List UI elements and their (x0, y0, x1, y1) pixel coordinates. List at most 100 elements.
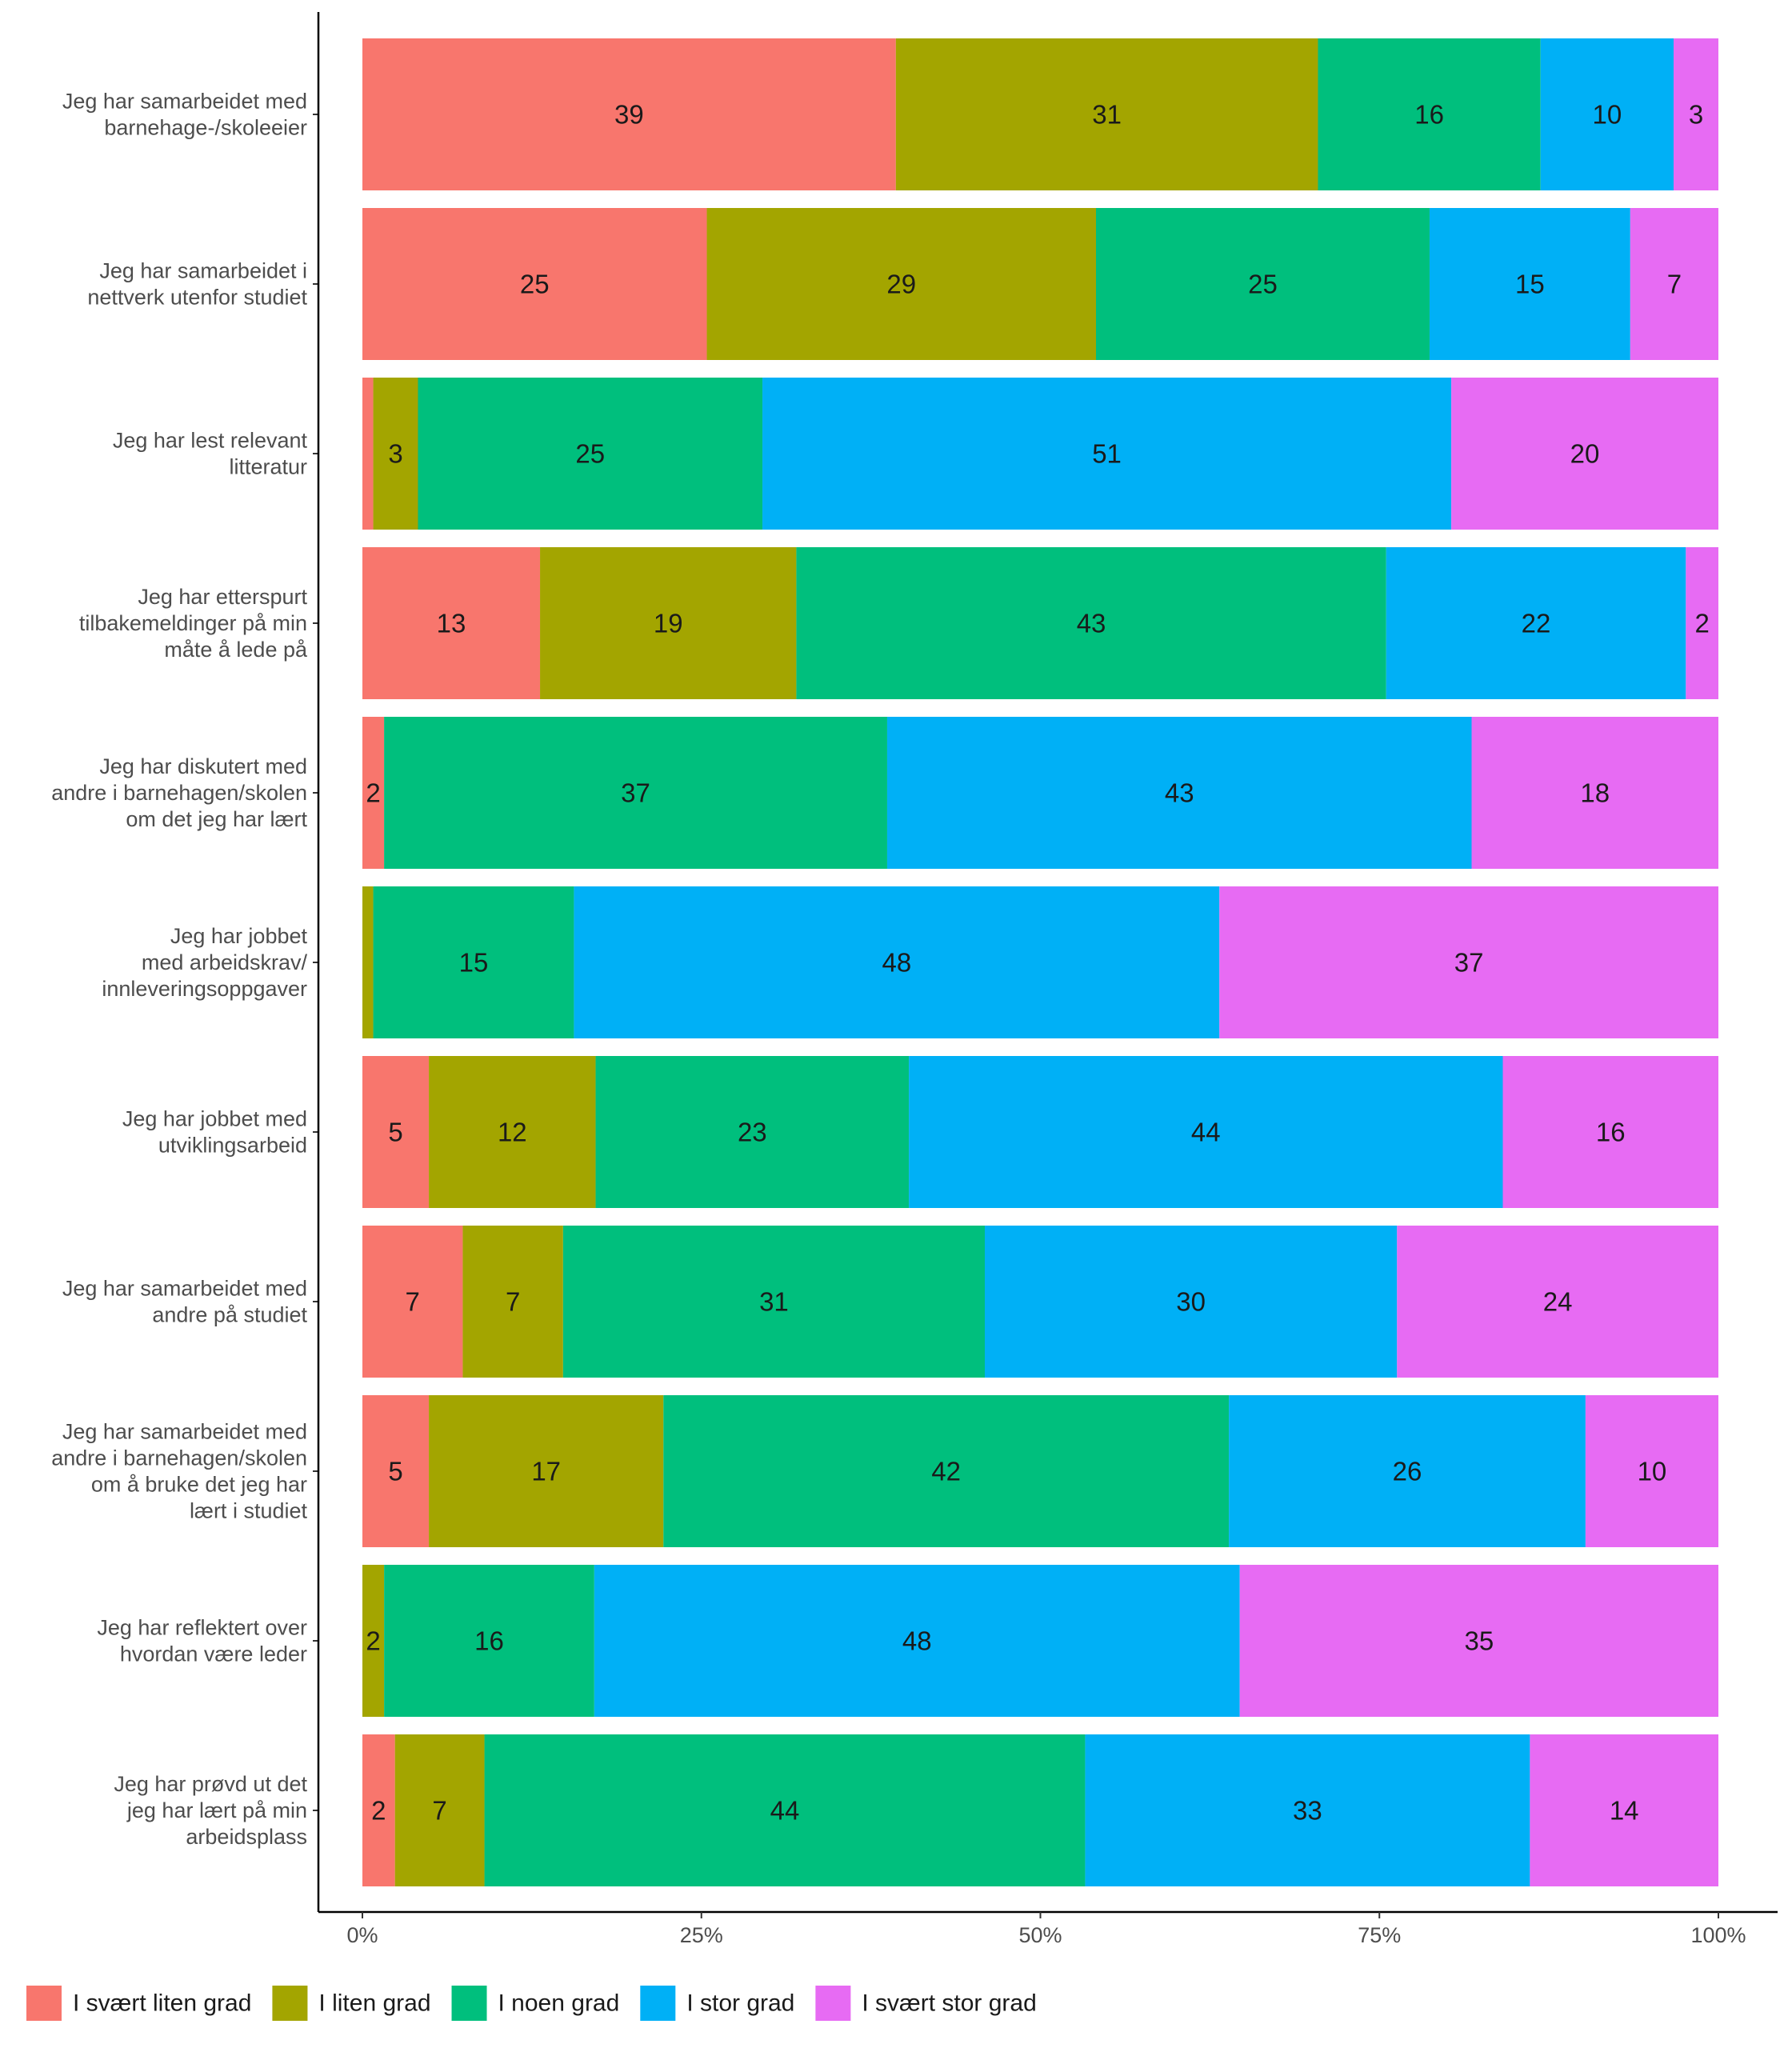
bar-segment (429, 1395, 664, 1547)
legend-label: I noen grad (498, 1990, 620, 2017)
bar-segment (540, 547, 797, 699)
bar-segment (706, 208, 1096, 360)
bar-segment (362, 547, 541, 699)
bar-segment (1686, 547, 1718, 699)
data-label: 18 (1580, 778, 1610, 808)
category-label: Jeg har etterspurt tilbakemeldinger på mi… (79, 585, 308, 662)
data-label: 5 (388, 1457, 402, 1486)
data-label: 30 (1176, 1287, 1206, 1317)
legend-key (451, 1986, 487, 2021)
bar-segment (373, 886, 574, 1038)
bar-segment (384, 717, 887, 869)
data-label: 3 (388, 439, 402, 469)
bar-segment (895, 38, 1318, 190)
data-label: 2 (371, 1796, 386, 1826)
bar-segment (362, 38, 896, 190)
bar-segment (362, 717, 385, 869)
data-label: 48 (902, 1626, 932, 1656)
category-labels: Jeg har samarbeidet med barnehage-/skolee… (51, 90, 308, 1850)
bar-segment (1451, 378, 1718, 530)
axes: 0% 25% 50% 75% 100% (313, 12, 1778, 1947)
bar-segment (394, 1734, 485, 1886)
x-tick-label: 75% (1358, 1923, 1401, 1947)
legend-label: I svært stor grad (862, 1990, 1036, 2017)
bar-segment (362, 378, 374, 530)
bar-segment (1318, 38, 1541, 190)
x-tick-label: 0% (346, 1923, 378, 1947)
data-label: 15 (1515, 270, 1545, 299)
bar-segment (985, 1226, 1398, 1378)
bar-segment (595, 1056, 910, 1208)
data-label: 22 (1522, 609, 1551, 638)
data-label: 10 (1638, 1457, 1667, 1486)
bar-segment (1471, 717, 1718, 869)
category-label: Jeg har lest relevant litteratur (113, 429, 308, 479)
data-label: 20 (1570, 439, 1600, 469)
data-label: 43 (1165, 778, 1194, 808)
category-label: Jeg har samarbeidet med andre på studiet (62, 1277, 308, 1327)
bar-segment (796, 547, 1386, 699)
data-label: 14 (1610, 1796, 1639, 1826)
data-label: 19 (654, 609, 683, 638)
category-label: Jeg har diskutert med andre i barnehagen/… (51, 754, 307, 831)
data-label: 7 (1667, 270, 1682, 299)
data-label: 7 (406, 1287, 420, 1317)
data-label: 39 (614, 100, 644, 130)
bar-segment (1085, 1734, 1530, 1886)
legend-label: I stor grad (686, 1990, 794, 2017)
bar-segment (362, 1565, 385, 1717)
data-label: 25 (1248, 270, 1278, 299)
bar-segment (909, 1056, 1503, 1208)
bar-segment (462, 1226, 563, 1378)
bar-segment (1585, 1395, 1718, 1547)
data-label: 7 (432, 1796, 446, 1826)
legend-key (26, 1986, 62, 2021)
bar-segment (418, 378, 763, 530)
bar-segment (362, 1056, 430, 1208)
bar-segment (1239, 1565, 1718, 1717)
bar-segment (362, 1734, 395, 1886)
bar-segment (1386, 547, 1686, 699)
category-label: Jeg har reflektert over hvordan være lede… (97, 1616, 307, 1666)
bar-segment (1530, 1734, 1718, 1886)
data-label: 25 (520, 270, 550, 299)
bar-segment (762, 378, 1452, 530)
data-label: 2 (366, 1626, 380, 1656)
data-label: 37 (1454, 948, 1484, 978)
data-label: 44 (1191, 1118, 1221, 1147)
bar-segment (362, 1395, 430, 1547)
data-label: 2 (366, 778, 380, 808)
data-label: 16 (474, 1626, 504, 1656)
legend-key (640, 1986, 676, 2021)
bar-segment (1540, 38, 1674, 190)
bar-segment (663, 1395, 1230, 1547)
data-label: 24 (1543, 1287, 1573, 1317)
data-label: 2 (1694, 609, 1709, 638)
data-label: 48 (882, 948, 911, 978)
data-label: 25 (575, 439, 605, 469)
x-tick-label: 100% (1690, 1923, 1746, 1947)
data-label: 37 (621, 778, 650, 808)
category-label: Jeg har prøvd ut det jeg har lært på min a… (114, 1772, 307, 1849)
category-label: Jeg har jobbet med utviklingsarbeid (122, 1107, 307, 1158)
data-label: 13 (437, 609, 466, 638)
bar-segment (1397, 1226, 1718, 1378)
bar-segment (484, 1734, 1086, 1886)
data-label: 17 (531, 1457, 561, 1486)
bar-segment (562, 1226, 986, 1378)
data-label: 3 (1689, 100, 1703, 130)
data-label: 33 (1293, 1796, 1322, 1826)
category-label: Jeg har samarbeidet i nettverk utenfor st… (87, 259, 307, 310)
bar-segment (574, 886, 1220, 1038)
bar-segment (886, 717, 1472, 869)
bar-segment (1219, 886, 1718, 1038)
bar-segment (1229, 1395, 1586, 1547)
data-label: 29 (886, 270, 916, 299)
data-label: 51 (1092, 439, 1122, 469)
bar-segment (362, 886, 374, 1038)
bar-segment (362, 208, 707, 360)
bar-segment (1095, 208, 1430, 360)
data-label: 23 (738, 1118, 767, 1147)
legend-key (815, 1986, 851, 2021)
